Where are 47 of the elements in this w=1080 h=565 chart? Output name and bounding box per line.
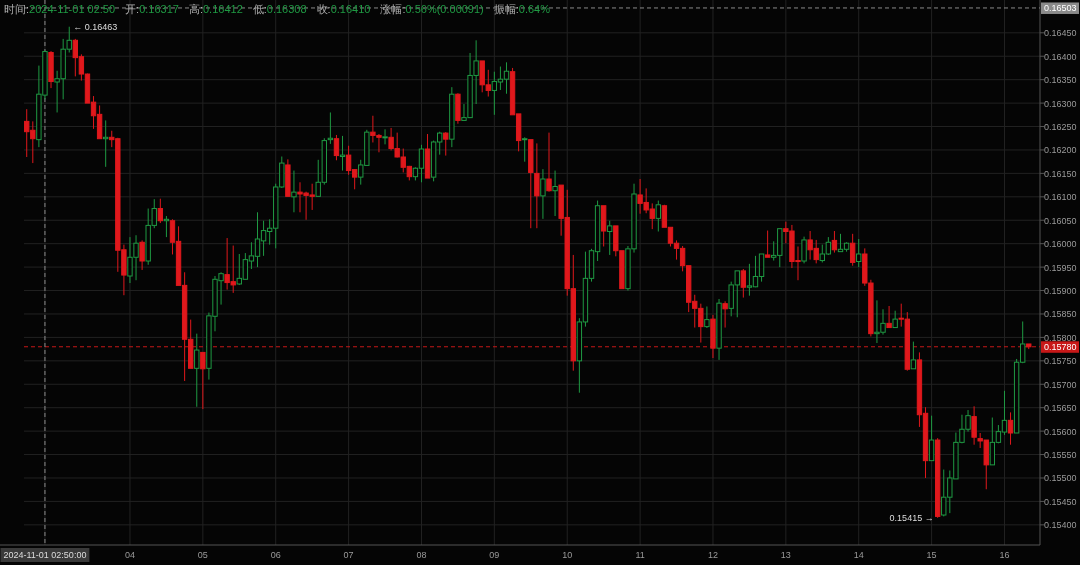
x-tick-label: 09 — [489, 550, 500, 560]
y-tick-label: 0.15900 — [1044, 286, 1077, 297]
y-tick-label: 0.15750 — [1044, 356, 1077, 367]
annotation: ← 0.16463 — [73, 21, 118, 32]
x-tick-label: 06 — [270, 550, 281, 560]
y-tick-label: 0.15700 — [1044, 379, 1077, 390]
y-tick-label: 0.16000 — [1044, 239, 1077, 250]
y-tick-label: 0.16400 — [1044, 51, 1077, 62]
annotation: 开:0.16317 — [125, 3, 179, 15]
annotation: 低:0.16308 — [252, 3, 307, 15]
y-tick-label: 0.15450 — [1044, 496, 1077, 507]
ref-line-label: 0.16503 — [1044, 3, 1077, 14]
y-tick-label: 0.15950 — [1044, 262, 1077, 273]
y-tick-label: 0.16350 — [1044, 75, 1077, 86]
x-tick-label: 11 — [635, 550, 645, 560]
x-tick-label: 14 — [853, 550, 864, 560]
y-tick-label: 0.16100 — [1044, 192, 1077, 203]
y-tick-label: 0.15550 — [1044, 450, 1077, 461]
y-tick-label: 0.15850 — [1044, 309, 1077, 320]
x-tick-label: 10 — [562, 550, 573, 560]
y-tick-label: 0.16150 — [1044, 168, 1077, 179]
annotation: 涨幅:0.56%(0.00091) — [380, 3, 484, 15]
x-tick-label: 16 — [999, 550, 1010, 560]
x-tick-label: 04 — [124, 550, 135, 560]
annotation: 时间:2024-11-01 02:50 — [4, 3, 116, 15]
y-tick-label: 0.15600 — [1044, 426, 1077, 437]
x-tick-label: 2024-11-01 02:50:00 — [3, 550, 87, 560]
x-tick-label: 12 — [707, 550, 718, 560]
y-tick-label: 0.16450 — [1044, 28, 1077, 39]
x-tick-label: 13 — [780, 550, 791, 560]
y-tick-label: 0.16200 — [1044, 145, 1077, 156]
ref-line-label: 0.15780 — [1044, 342, 1077, 353]
y-tick-label: 0.16250 — [1044, 122, 1077, 133]
x-tick-label: 15 — [926, 550, 937, 560]
y-tick-label: 0.15800 — [1044, 332, 1077, 343]
annotation: 0.15415 → — [889, 512, 934, 523]
x-tick-label: 07 — [343, 550, 354, 560]
x-tick-label: 08 — [416, 550, 427, 560]
y-tick-label: 0.15500 — [1044, 473, 1077, 484]
y-tick-label: 0.16050 — [1044, 215, 1077, 226]
annotation: 高:0.16412 — [188, 3, 243, 15]
x-tick-label: 05 — [197, 550, 208, 560]
annotation: 振幅:0.64% — [493, 3, 551, 15]
y-tick-label: 0.16300 — [1044, 98, 1077, 109]
y-tick-label: 0.15650 — [1044, 403, 1077, 414]
y-tick-label: 0.15400 — [1044, 520, 1077, 531]
annotation: 收:0.16410 — [316, 3, 371, 15]
